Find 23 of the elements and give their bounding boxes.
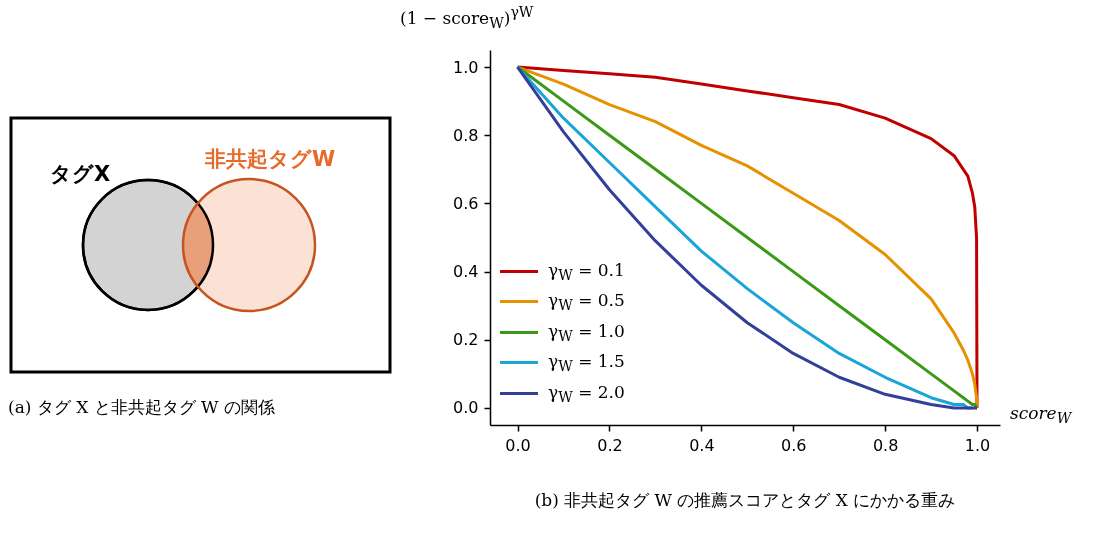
legend-label: γ$_{W}$ = 1.0 — [548, 320, 625, 345]
text: 非共起タグW — [205, 146, 336, 173]
x-axis-title: score$_{W}$ — [1010, 403, 1072, 427]
y-tick-label: 0.6 — [453, 193, 479, 213]
text: (a) タグ X と非共起タグ W の関係 — [8, 396, 275, 419]
x-tick-label: 0.2 — [597, 435, 623, 455]
y-tick-label: 0.0 — [453, 398, 479, 418]
x-tick-label: 1.0 — [964, 435, 991, 455]
x-tick-label: 0.8 — [872, 435, 899, 455]
legend-label: γ$_{W}$ = 0.1 — [548, 260, 625, 284]
y-axis-title: (1 − score$_{W}$)$^{γW}$ — [400, 4, 534, 32]
y-tick-label: 0.4 — [453, 262, 479, 282]
legend-label: γ$_{W}$ = 1.5 — [548, 351, 625, 375]
y-tick-label: 0.2 — [453, 330, 479, 350]
x-tick-label: 0.6 — [781, 435, 807, 455]
x-tick-label: 0.4 — [689, 435, 715, 455]
y-tick-label: 0.8 — [453, 125, 479, 145]
text: (b) 非共起タグ W の推薦スコアとタグ X にかかる重み — [534, 490, 956, 510]
x-tick-label: 0.0 — [505, 435, 531, 455]
y-tick-label: 1.0 — [453, 57, 479, 77]
legend-label: γ$_{W}$ = 0.5 — [548, 290, 625, 314]
text: タグX — [50, 161, 111, 188]
legend-label: γ$_{W}$ = 2.0 — [548, 381, 625, 405]
